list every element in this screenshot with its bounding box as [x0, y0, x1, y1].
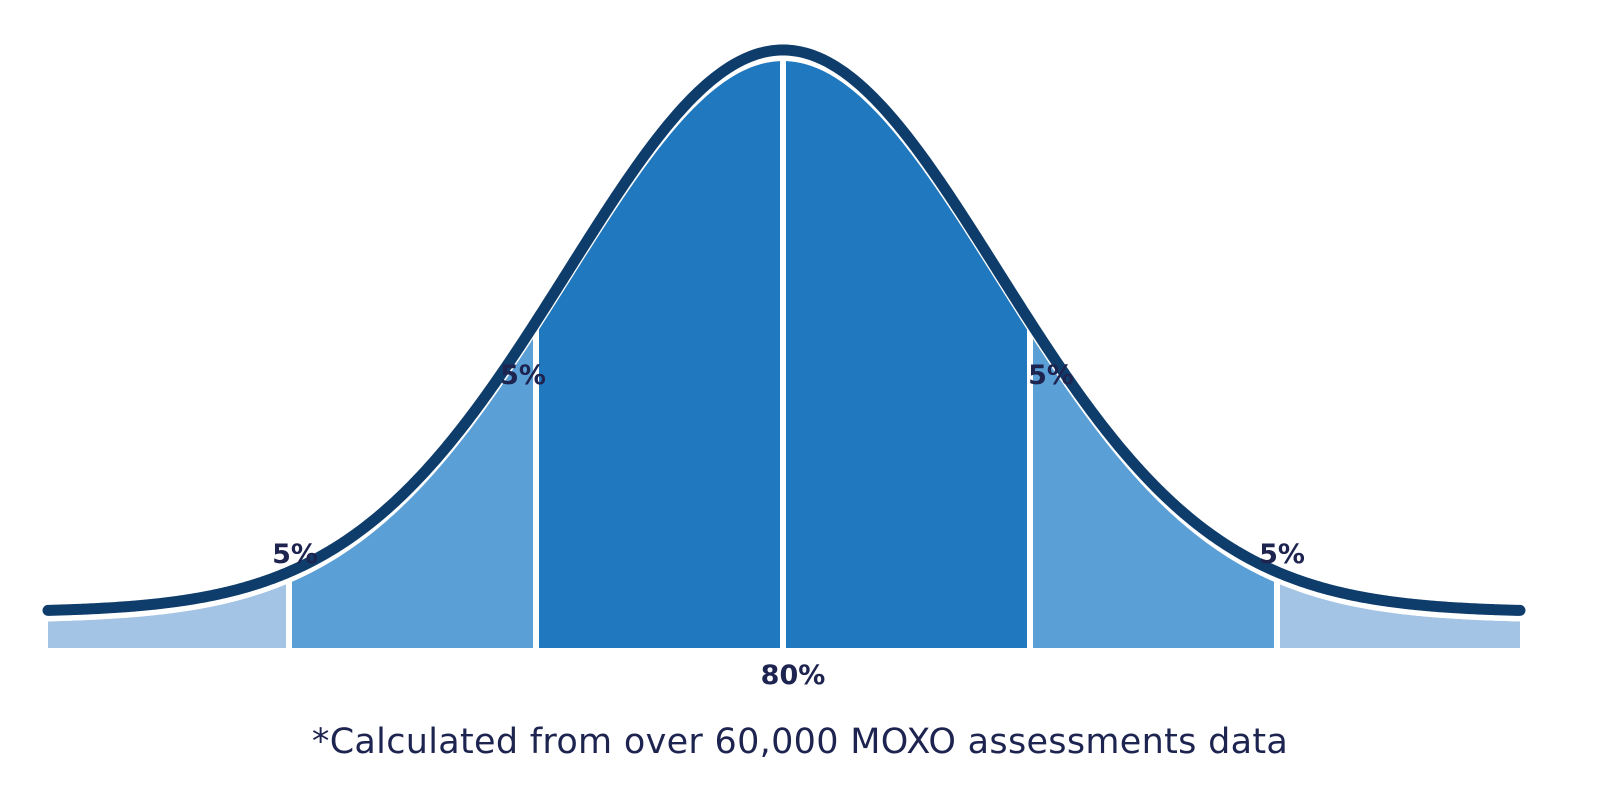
- label-center: 80%: [761, 660, 826, 691]
- label-left-inner: 5%: [500, 360, 546, 391]
- footnote: *Calculated from over 60,000 MOXO assess…: [311, 722, 1289, 762]
- segment-center-left: [539, 61, 780, 649]
- segment-left: [292, 337, 533, 648]
- label-left-outer: 5%: [272, 539, 318, 570]
- curve-inner-outline: [47, 57, 1521, 622]
- segment-center-right: [786, 61, 1027, 649]
- segment-far-right: [1280, 584, 1520, 648]
- area-fills: [48, 61, 1520, 649]
- distribution-curve: [42, 44, 1526, 616]
- label-right-inner: 5%: [1028, 360, 1074, 391]
- segment-far-left: [48, 584, 286, 648]
- segment-right: [1033, 337, 1274, 648]
- label-right-outer: 5%: [1259, 539, 1305, 570]
- percent-labels: 5% 5% 80% 5% 5%: [272, 360, 1305, 691]
